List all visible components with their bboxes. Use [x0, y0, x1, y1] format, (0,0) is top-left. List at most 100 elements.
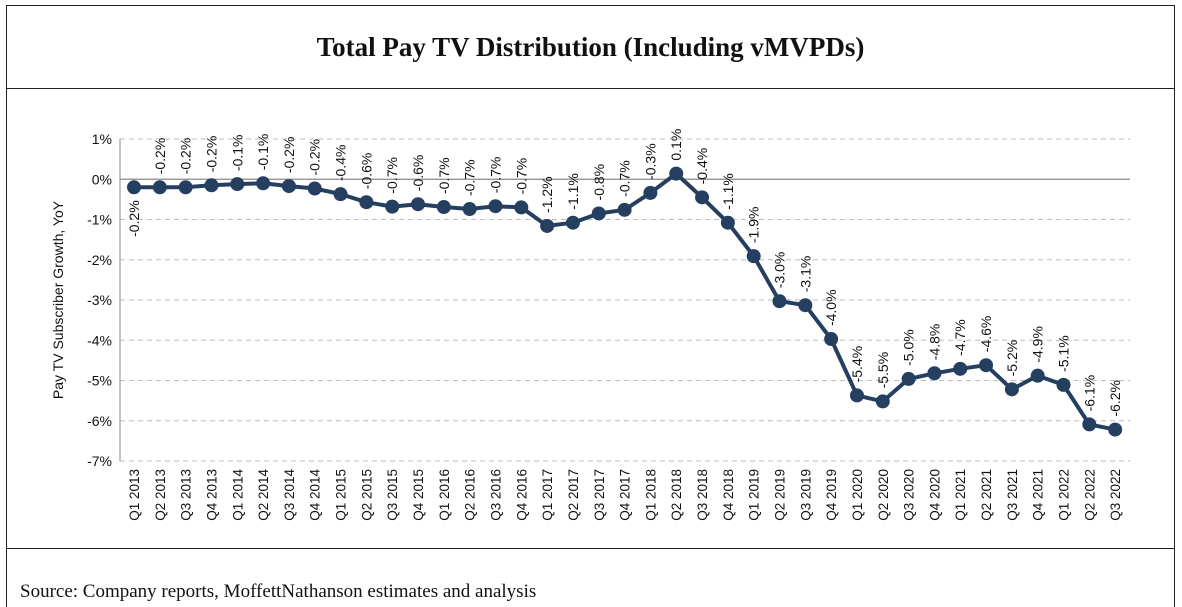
chart-title: Total Pay TV Distribution (Including vMV…	[316, 31, 865, 62]
data-point	[127, 180, 141, 195]
data-point	[359, 195, 374, 210]
data-label: -4.6%	[978, 316, 994, 353]
data-label: -4.8%	[926, 324, 942, 361]
data-label: -4.9%	[1030, 326, 1046, 363]
data-label: -6.2%	[1107, 380, 1123, 417]
data-label: -5.2%	[1004, 340, 1020, 377]
x-tick-label: Q1 2021	[953, 469, 968, 521]
data-label: -4.7%	[952, 319, 968, 356]
data-point	[178, 180, 193, 195]
data-label: -0.2%	[126, 200, 142, 237]
data-point	[849, 388, 864, 403]
data-label: -4.0%	[823, 289, 839, 326]
data-point	[824, 332, 839, 347]
data-point	[488, 199, 503, 214]
data-point	[256, 176, 271, 191]
data-label: -0.7%	[487, 157, 503, 194]
data-point	[875, 394, 890, 409]
data-label: -5.4%	[849, 346, 865, 383]
data-label: -0.2%	[178, 138, 194, 175]
x-tick-label: Q4 2018	[721, 469, 736, 521]
x-tick-label: Q3 2016	[488, 469, 503, 521]
x-tick-label: Q2 2019	[773, 469, 788, 521]
x-tick-label: Q1 2019	[747, 469, 762, 521]
x-tick-label: Q1 2020	[850, 469, 865, 521]
data-label: -3.0%	[772, 252, 788, 289]
x-tick-label: Q1 2022	[1057, 469, 1072, 521]
data-label: -0.1%	[229, 135, 245, 172]
x-tick-label: Q1 2017	[540, 469, 555, 521]
x-tick-label: Q1 2014	[230, 469, 245, 521]
data-label: -0.6%	[358, 153, 374, 190]
data-label: -1.1%	[565, 173, 581, 210]
data-point	[1056, 377, 1071, 392]
title-band: Total Pay TV Distribution (Including vMV…	[7, 6, 1174, 89]
data-label: -6.1%	[1081, 375, 1097, 412]
data-label: -0.6%	[410, 155, 426, 192]
chart-area: 1% 0% -1% -2% -3% -4% -5% -6% -7% Pay TV Subscrib…	[7, 88, 1174, 548]
x-tick-label: Q4 2016	[514, 469, 529, 521]
x-tick-label: Q2 2021	[979, 469, 994, 521]
data-label: -0.4%	[333, 145, 349, 182]
data-point	[1030, 368, 1045, 383]
source-note: Source: Company reports, MoffettNathanso…	[20, 581, 537, 602]
data-label: -0.7%	[462, 159, 478, 196]
x-tick-label: Q2 2017	[566, 469, 581, 521]
x-tick-label: Q1 2015	[334, 469, 349, 521]
x-tick-label: Q3 2020	[902, 469, 917, 521]
data-label: -5.5%	[875, 352, 891, 389]
x-tick-label: Q4 2019	[824, 469, 839, 521]
data-point	[462, 202, 477, 217]
data-point	[953, 361, 968, 376]
data-point	[798, 298, 813, 313]
data-point	[772, 294, 787, 309]
y-tick-label: -5%	[87, 373, 112, 389]
data-label: 0.1%	[668, 129, 684, 161]
x-tick-label: Q4 2021	[1031, 469, 1046, 521]
x-tick-label: Q1 2016	[437, 469, 452, 521]
data-point	[333, 187, 348, 202]
data-label: -0.2%	[203, 136, 219, 173]
x-tick-label: Q2 2020	[876, 469, 891, 521]
data-point	[204, 178, 219, 193]
y-tick-label: -1%	[87, 212, 112, 228]
x-tick-label: Q4 2015	[411, 469, 426, 521]
data-label: -0.8%	[591, 164, 607, 201]
x-tick-label: Q4 2017	[618, 469, 633, 521]
data-label: -0.2%	[152, 138, 168, 175]
x-tick-label: Q3 2022	[1108, 469, 1123, 521]
y-axis-title: Pay TV Subscriber Growth, YoY	[50, 200, 66, 399]
x-tick-label: Q3 2013	[179, 469, 194, 521]
source-band: Source: Company reports, MoffettNathanso…	[7, 548, 1174, 607]
y-tick-label: -7%	[87, 453, 112, 469]
data-label: -0.7%	[513, 158, 529, 195]
x-tick-label: Q3 2014	[282, 469, 297, 521]
x-tick-label: Q4 2014	[308, 469, 323, 521]
data-point	[540, 218, 555, 233]
x-tick-label: Q2 2013	[153, 469, 168, 521]
data-point	[591, 206, 606, 221]
x-tick-label: Q2 2022	[1082, 469, 1097, 521]
data-label: -0.1%	[255, 134, 271, 171]
x-tick-label: Q3 2021	[1005, 469, 1020, 521]
data-point	[1004, 382, 1019, 397]
data-point	[643, 185, 658, 200]
data-point	[436, 200, 451, 215]
data-label: -5.0%	[901, 329, 917, 366]
x-tick-label: Q3 2017	[592, 469, 607, 521]
y-tick-label: 1%	[92, 131, 112, 147]
data-point	[617, 202, 632, 217]
data-label: -5.1%	[1056, 335, 1072, 372]
x-tick-label: Q1 2013	[127, 469, 142, 521]
y-tick-label: -3%	[87, 292, 112, 308]
y-tick-label: -4%	[87, 332, 112, 348]
x-tick-label: Q1 2018	[643, 469, 658, 521]
data-point	[565, 215, 580, 230]
y-tick-label: 0%	[92, 171, 112, 187]
line-chart: 1% 0% -1% -2% -3% -4% -5% -6% -7% Pay TV Subscrib…	[50, 129, 1131, 521]
y-tick-label: -6%	[87, 413, 112, 429]
x-tick-label: Q2 2018	[669, 469, 684, 521]
data-point	[230, 177, 245, 192]
x-tick-label: Q3 2015	[385, 469, 400, 521]
x-tick-label: Q2 2016	[463, 469, 478, 521]
